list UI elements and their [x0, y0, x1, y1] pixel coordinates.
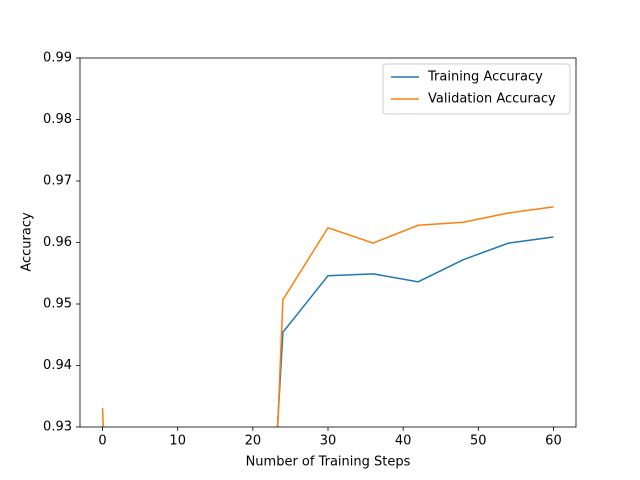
y-tick-label: 0.94	[43, 358, 72, 373]
y-tick-label: 0.96	[43, 235, 72, 250]
x-tick-label: 0	[98, 434, 106, 449]
line-series	[276, 236, 554, 427]
x-tick-label: 20	[245, 434, 262, 449]
x-tick-label: 40	[395, 434, 412, 449]
x-axis-label: Number of Training Steps	[246, 455, 411, 470]
plot-area	[101, 206, 554, 427]
y-tick-label: 0.93	[43, 420, 72, 435]
x-tick-label: 30	[320, 434, 337, 449]
y-tick-label: 0.95	[43, 297, 72, 312]
y-tick-label: 0.99	[43, 51, 72, 66]
line-series	[101, 206, 554, 427]
legend-label: Validation Accuracy	[428, 92, 556, 107]
y-tick-label: 0.97	[43, 174, 72, 189]
legend-label: Training Accuracy	[427, 70, 543, 85]
x-tick-label: 50	[470, 434, 487, 449]
y-tick-label: 0.98	[43, 112, 72, 127]
x-tick-label: 10	[169, 434, 186, 449]
x-tick-label: 60	[545, 434, 562, 449]
legend-box	[382, 63, 571, 115]
y-axis-label: Accuracy	[20, 212, 35, 272]
